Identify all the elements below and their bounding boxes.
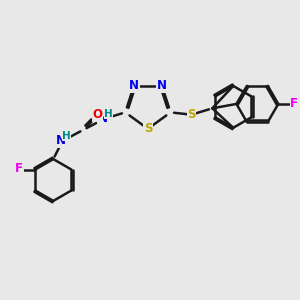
Text: N: N: [98, 112, 108, 125]
Text: S: S: [144, 122, 152, 135]
Text: H: H: [62, 131, 71, 141]
Text: F: F: [290, 98, 298, 110]
Text: N: N: [157, 79, 167, 92]
Text: O: O: [92, 108, 102, 121]
Text: N: N: [56, 134, 66, 147]
Text: S: S: [187, 108, 196, 121]
Text: F: F: [15, 163, 23, 176]
Text: H: H: [104, 109, 113, 119]
Text: N: N: [129, 79, 139, 92]
